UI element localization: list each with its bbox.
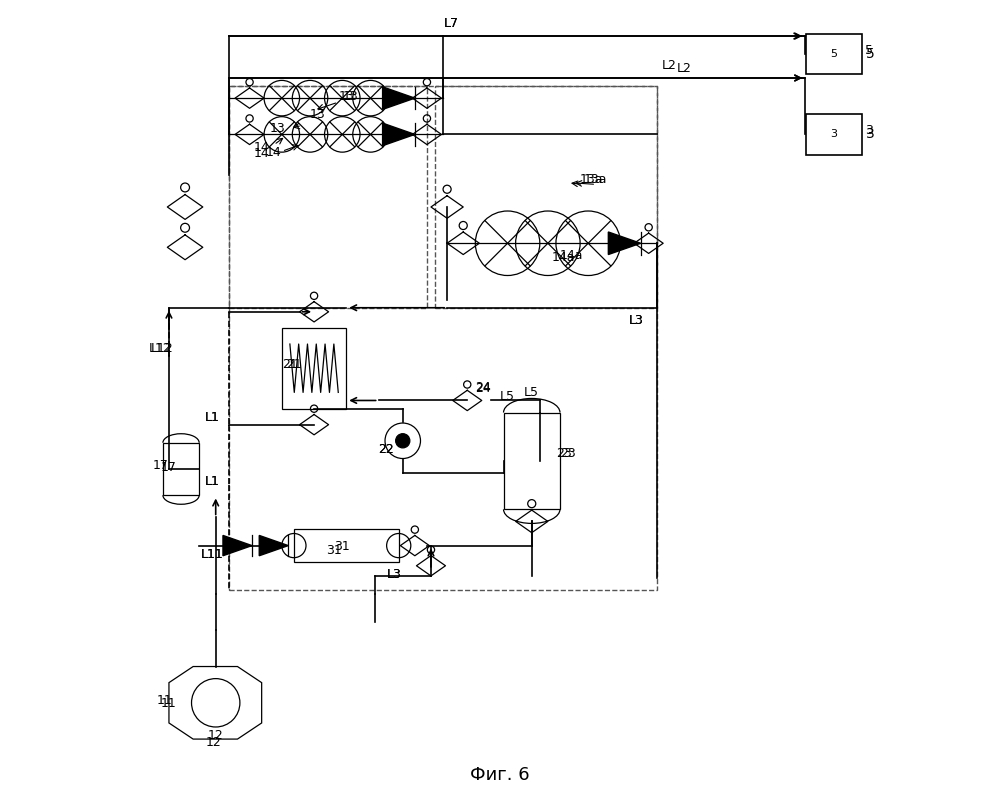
Text: 22: 22 bbox=[379, 443, 395, 456]
Text: 14a: 14a bbox=[560, 249, 583, 262]
Bar bbox=[282, 328, 347, 409]
Text: 5: 5 bbox=[830, 49, 837, 59]
Polygon shape bbox=[608, 232, 640, 255]
Text: L2: L2 bbox=[661, 59, 676, 72]
Text: 14: 14 bbox=[266, 146, 282, 159]
Text: 13: 13 bbox=[339, 90, 354, 103]
Text: 31: 31 bbox=[326, 544, 342, 557]
Text: 3: 3 bbox=[830, 129, 837, 139]
Text: L11: L11 bbox=[201, 548, 224, 561]
Text: L5: L5 bbox=[500, 391, 514, 404]
Text: L1: L1 bbox=[205, 411, 220, 424]
Text: 21: 21 bbox=[286, 358, 302, 371]
Polygon shape bbox=[223, 536, 252, 556]
Text: 22: 22 bbox=[379, 443, 395, 456]
Text: L1: L1 bbox=[205, 411, 220, 424]
Text: 12: 12 bbox=[208, 729, 224, 742]
Text: 3: 3 bbox=[865, 125, 872, 138]
Text: 17: 17 bbox=[161, 460, 177, 473]
Text: L11: L11 bbox=[201, 548, 224, 561]
Text: 13: 13 bbox=[270, 122, 286, 135]
Bar bbox=[230, 86, 427, 307]
Circle shape bbox=[396, 434, 410, 448]
Text: L1: L1 bbox=[205, 475, 220, 488]
Text: L5: L5 bbox=[523, 387, 538, 400]
Text: L3: L3 bbox=[387, 568, 402, 581]
Text: 12: 12 bbox=[206, 735, 221, 748]
Text: L3: L3 bbox=[628, 314, 643, 327]
Text: 23: 23 bbox=[555, 447, 571, 460]
Text: 14: 14 bbox=[254, 147, 270, 160]
Bar bbox=[503, 413, 560, 510]
Bar bbox=[230, 86, 656, 590]
Polygon shape bbox=[383, 87, 415, 109]
Text: 11: 11 bbox=[161, 697, 177, 709]
Text: 13a: 13a bbox=[580, 173, 603, 186]
Text: 14a: 14a bbox=[551, 251, 575, 264]
Bar bbox=[806, 34, 862, 74]
Text: 24: 24 bbox=[476, 383, 492, 396]
Text: L12: L12 bbox=[151, 342, 173, 355]
Polygon shape bbox=[260, 536, 289, 556]
Text: 11: 11 bbox=[157, 694, 173, 707]
Text: 24: 24 bbox=[476, 381, 492, 394]
Text: L12: L12 bbox=[149, 342, 172, 355]
Text: 5: 5 bbox=[866, 47, 875, 61]
Text: 23: 23 bbox=[560, 447, 575, 460]
Text: 17: 17 bbox=[153, 459, 169, 472]
Text: L7: L7 bbox=[444, 17, 459, 30]
Bar bbox=[435, 86, 656, 307]
Text: L2: L2 bbox=[677, 61, 691, 74]
Polygon shape bbox=[383, 123, 415, 146]
Bar bbox=[806, 114, 862, 155]
Text: 21: 21 bbox=[282, 358, 298, 371]
Text: 5: 5 bbox=[865, 44, 873, 57]
Text: Фиг. 6: Фиг. 6 bbox=[470, 766, 529, 785]
Text: 3: 3 bbox=[866, 127, 875, 142]
Bar bbox=[294, 529, 399, 561]
Text: L1: L1 bbox=[205, 475, 220, 488]
Text: 31: 31 bbox=[335, 540, 350, 553]
Bar bbox=[163, 443, 199, 495]
Text: 13a: 13a bbox=[584, 173, 607, 186]
Text: L7: L7 bbox=[444, 17, 459, 30]
Text: 13: 13 bbox=[343, 90, 358, 103]
Text: 14: 14 bbox=[254, 141, 270, 154]
Text: L3: L3 bbox=[387, 568, 402, 581]
Text: 13: 13 bbox=[310, 108, 326, 121]
Text: L3: L3 bbox=[628, 314, 643, 327]
